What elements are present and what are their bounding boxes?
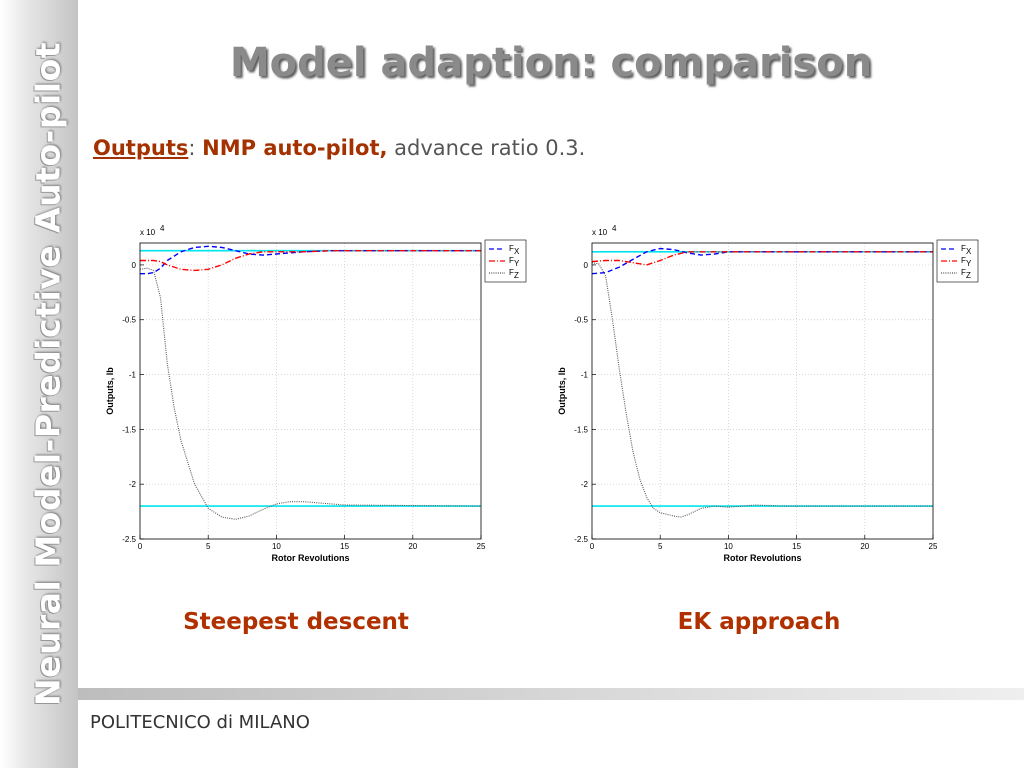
- chart-svg-left: 0 5 10 15 20 25 0 -0.5 -1 -1.5 -2 -2.5 x 10 4 Rotor Re…: [105, 224, 527, 563]
- c0-legend-sub-1: Y: [514, 259, 520, 268]
- c1-ytick-label-3: -1.5: [574, 425, 588, 434]
- c0-xtick-label-0: 0: [138, 542, 143, 551]
- c0-series-fz: [139, 267, 482, 520]
- c0-xtick-label-2: 10: [272, 542, 281, 551]
- slide-title: Model adaption: comparison: [229, 40, 873, 86]
- c0-legend-label-0: F: [509, 244, 514, 253]
- c0-axes-box: [139, 242, 482, 540]
- c1-axis-multiplier-exp: 4: [612, 224, 617, 233]
- slide-subtitle: Outputs: NMP auto-pilot, advance ratio 0…: [93, 136, 585, 160]
- c0-y-axis-label: Outputs, lb: [105, 367, 115, 415]
- subtitle-outputs: Outputs: [93, 136, 189, 160]
- footer-bar: [78, 688, 1024, 700]
- c1-series-fy: [591, 251, 933, 266]
- c1-ytick-label-5: -2.5: [574, 535, 588, 544]
- c1-x-axis-label: Rotor Revolutions: [724, 553, 802, 563]
- sidebar-title: Neural Model-Predictive Auto-pilot: [28, 41, 68, 707]
- c0-ytick-label-0: 0: [132, 261, 137, 270]
- c1-plot-area: [592, 243, 933, 539]
- subtitle-autopilot: NMP auto-pilot,: [202, 136, 388, 160]
- c1-ytick-label-1: -0.5: [574, 316, 588, 325]
- c1-legend-sub-2: Z: [966, 271, 971, 280]
- caption-steepest-descent: Steepest descent: [183, 609, 409, 635]
- c0-ytick-label-2: -1: [129, 371, 137, 380]
- c0-axis-multiplier-exp: 4: [160, 224, 165, 233]
- footer-institution: POLITECNICO di MILANO: [90, 712, 310, 733]
- c1-axis-multiplier: x 10: [592, 228, 608, 237]
- chart-steepest-descent: 0 5 10 15 20 25 0 -0.5 -1 -1.5 -2 -2.5 x 10 4 Rotor Re…: [100, 218, 540, 578]
- c0-xtick-label-5: 25: [477, 542, 486, 551]
- c0-ytick-label-5: -2.5: [122, 535, 136, 544]
- c1-xtick-label-5: 25: [929, 542, 938, 551]
- c1-y-axis-label: Outputs, lb: [557, 367, 567, 415]
- c0-x-axis-label: Rotor Revolutions: [272, 553, 350, 563]
- c1-ytick-label-4: -2: [581, 480, 589, 489]
- caption-ek-approach: EK approach: [677, 609, 841, 635]
- c1-xtick-label-4: 20: [860, 542, 869, 551]
- c0-ytick-label-4: -2: [129, 480, 137, 489]
- c0-ytick-label-1: -0.5: [122, 316, 136, 325]
- c1-legend-sub-0: X: [966, 247, 972, 256]
- c0-ytick-label-3: -1.5: [122, 425, 136, 434]
- c1-xtick-label-1: 5: [658, 542, 663, 551]
- c0-xtick-label-3: 15: [340, 542, 349, 551]
- c1-ytick-label-0: 0: [584, 261, 589, 270]
- sidebar: Neural Model-Predictive Auto-pilot: [0, 0, 78, 768]
- c1-xtick-label-2: 10: [724, 542, 733, 551]
- c1-xtick-label-3: 15: [792, 542, 801, 551]
- c1-legend-sub-1: Y: [966, 259, 972, 268]
- c0-axis-multiplier: x 10: [140, 228, 156, 237]
- c0-legend-sub-2: Z: [514, 271, 519, 280]
- subtitle-rest: advance ratio 0.3.: [387, 136, 586, 160]
- c1-series-fz: [591, 262, 933, 518]
- c0-series-fy: [140, 250, 481, 272]
- c1-legend-label-0: F: [961, 244, 966, 253]
- c1-ytick-label-2: -1: [581, 371, 589, 380]
- c1-axes-box: [591, 242, 934, 540]
- c1-legend-label-1: F: [961, 256, 966, 265]
- c0-legend-label-2: F: [509, 268, 514, 277]
- c1-legend-label-2: F: [961, 268, 966, 277]
- c0-legend-sub-0: X: [514, 247, 520, 256]
- c1-series-fx: [591, 247, 933, 275]
- c0-legend-label-1: F: [509, 256, 514, 265]
- chart-svg-right: 0 5 10 15 20 25 0 -0.5 -1 -1.5 -2 -2.5 x 10 4 Rotor Re…: [557, 224, 979, 563]
- c1-xtick-label-0: 0: [590, 542, 595, 551]
- c0-xtick-label-1: 5: [206, 542, 211, 551]
- subtitle-sep: :: [188, 136, 203, 160]
- c0-series-fx: [140, 245, 481, 275]
- c0-plot-area: [140, 243, 481, 539]
- chart-ek-approach: 0 5 10 15 20 25 0 -0.5 -1 -1.5 -2 -2.5 x 10 4 Rotor Re…: [552, 218, 992, 578]
- c0-xtick-label-4: 20: [408, 542, 417, 551]
